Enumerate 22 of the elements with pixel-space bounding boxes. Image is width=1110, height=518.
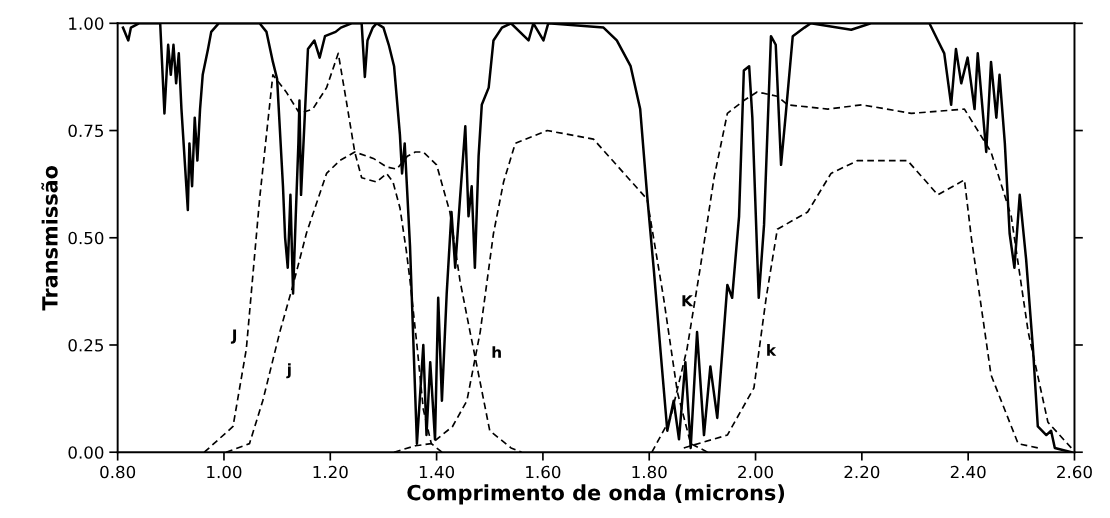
x-tick-label: 1.40 [419, 465, 455, 479]
y-tick-label: 0.25 [68, 338, 104, 352]
y-tick-label: 1.00 [69, 17, 104, 30]
x-tick-label: 2.60 [1057, 465, 1092, 479]
y-tick-label: 0.50 [68, 231, 104, 245]
series-label: j [286, 363, 291, 379]
x-tick-label: 2.40 [950, 465, 986, 479]
x-axis-title: Comprimento de onda (microns) [407, 484, 785, 505]
series-label: h [492, 346, 501, 358]
x-tick-label: 1.00 [207, 465, 242, 479]
x-tick-label: 1.20 [313, 465, 348, 479]
y-axis-title: Transmissão [41, 165, 58, 311]
series-label: K [682, 295, 694, 307]
x-tick-label: 2.00 [738, 465, 773, 479]
series-label: k [767, 344, 777, 356]
y-tick-label: 0.75 [68, 124, 104, 138]
x-tick-label: 1.80 [632, 465, 667, 479]
x-tick-label: 0.80 [100, 465, 136, 479]
series-label: J [230, 329, 237, 344]
x-tick-label: 2.20 [844, 465, 880, 479]
x-tick-label: 1.60 [526, 465, 561, 479]
y-tick-label: 0.00 [68, 446, 104, 459]
